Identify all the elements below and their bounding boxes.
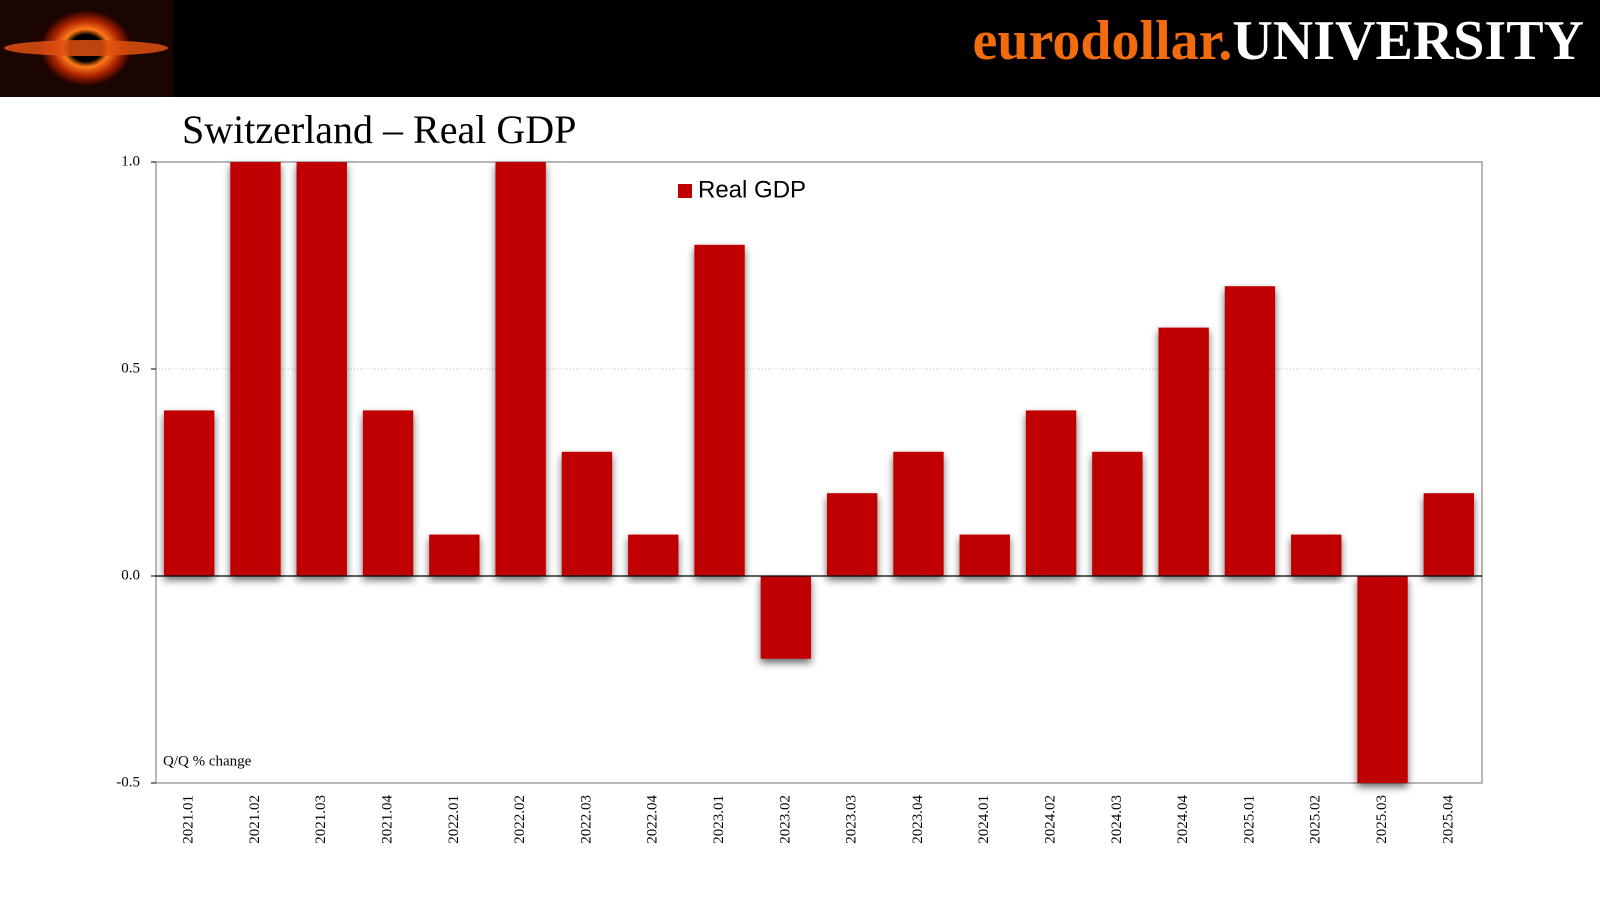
chart-title: Switzerland – Real GDP (182, 107, 576, 152)
y-tick-label: 0.5 (121, 360, 140, 376)
x-tick-label: 2022.04 (645, 795, 661, 844)
bar (959, 534, 1010, 576)
bar (628, 534, 679, 576)
x-tick-label: 2024.04 (1175, 795, 1191, 844)
bar (1224, 286, 1276, 576)
x-tick-label: 2025.02 (1308, 795, 1324, 844)
x-tick-label: 2021.04 (379, 795, 395, 844)
x-tick-label: 2022.02 (512, 795, 528, 844)
bar (1092, 451, 1143, 576)
bar (694, 244, 745, 577)
x-tick-label: 2023.02 (777, 795, 793, 844)
x-tick-label: 2024.02 (1042, 795, 1058, 844)
x-tick-label: 2025.03 (1374, 795, 1390, 844)
bar (1357, 576, 1408, 783)
y-tick-label: 1.0 (121, 153, 140, 169)
brand: eurodollar.UNIVERSITY (973, 10, 1584, 72)
x-tick-label: 2024.03 (1109, 795, 1125, 844)
bar (561, 451, 613, 576)
header-band (0, 0, 1600, 97)
plot-area (155, 161, 1483, 784)
bar (760, 576, 812, 659)
bar (1291, 534, 1342, 576)
bar (893, 451, 944, 576)
y-tick-label: -0.5 (116, 774, 140, 790)
x-tick-label: 2023.04 (910, 795, 926, 844)
x-tick-label: 2022.03 (578, 795, 594, 844)
annotation: Q/Q % change (163, 753, 252, 769)
logo-ring (4, 40, 168, 56)
bar (1423, 493, 1475, 576)
legend-label: Real GDP (698, 176, 806, 203)
x-tick-label: 2025.01 (1241, 795, 1257, 844)
x-tick-label: 2022.01 (446, 795, 462, 844)
brand-first: eurodollar. (973, 10, 1233, 72)
bar (362, 410, 414, 576)
x-tick-label: 2021.01 (181, 795, 197, 844)
bar (1158, 327, 1209, 576)
x-tick-label: 2021.02 (247, 795, 263, 844)
x-tick-label: 2023.01 (711, 795, 727, 844)
x-tick-label: 2024.01 (976, 795, 992, 844)
bar (1025, 410, 1077, 576)
bar (429, 534, 480, 576)
y-tick-label: 0.0 (121, 567, 140, 583)
x-tick-label: 2021.03 (313, 795, 329, 844)
legend-swatch (678, 184, 692, 198)
bar (230, 162, 281, 576)
bar (296, 162, 347, 576)
x-tick-label: 2025.04 (1440, 795, 1456, 844)
x-tick-label: 2023.03 (844, 795, 860, 844)
bar (163, 410, 215, 576)
brand-second: UNIVERSITY (1232, 10, 1584, 72)
bar (495, 162, 546, 576)
bar (826, 493, 878, 576)
